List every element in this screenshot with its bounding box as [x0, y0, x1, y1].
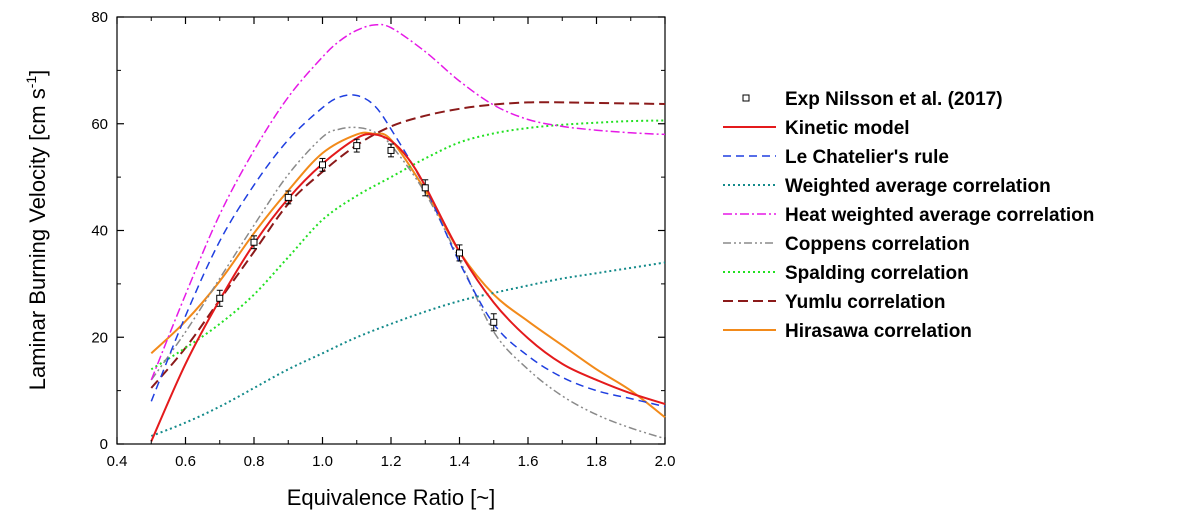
series-line	[150, 133, 666, 442]
x-tick-label: 1.2	[381, 453, 402, 470]
series-line	[150, 131, 666, 419]
legend-label: Exp Nilsson et al. (2017)	[785, 89, 1003, 110]
experimental-point	[216, 294, 224, 302]
legend: Exp Nilsson et al. (2017) Kinetic model Le…	[723, 89, 1094, 342]
x-axis-title: Equivalence Ratio [~]	[287, 485, 496, 510]
legend-label: Le Chatelier's rule	[785, 147, 949, 168]
series-line	[150, 23, 666, 381]
y-tick-label: 60	[91, 116, 108, 133]
legend-label: Spalding correlation	[785, 263, 969, 284]
experimental-point	[387, 146, 395, 154]
y-tick-label: 40	[91, 223, 108, 240]
experimental-point	[284, 193, 292, 201]
experimental-point	[421, 184, 429, 192]
x-tick-label: 1.6	[518, 453, 539, 470]
y-axis-title: Laminar Burning Velocity [cm s-1]	[23, 70, 50, 391]
plot-frame	[116, 16, 666, 445]
experimental-point	[319, 161, 326, 169]
series-line	[150, 94, 666, 408]
experimental-point	[490, 318, 498, 326]
x-tick-label: 1.4	[449, 453, 470, 470]
legend-label: Heat weighted average correlation	[785, 205, 1094, 226]
y-axis-title-tail: ]	[25, 70, 50, 76]
y-axis-title-superscript: -1	[23, 76, 39, 89]
experimental-point	[456, 249, 463, 257]
y-tick-label: 0	[100, 436, 108, 453]
x-tick-label: 1.8	[586, 453, 607, 470]
x-tick-label: 2.0	[655, 453, 676, 470]
y-tick-label: 80	[91, 9, 108, 26]
axis-ticks: 0.4 0.6 0.8 1.0 1.2 1.4 1.6 1.8 2.0 0 20 40 60 80	[91, 9, 675, 470]
y-axis-title-main: Laminar Burning Velocity [cm s	[25, 88, 50, 390]
x-tick-label: 0.6	[175, 453, 196, 470]
legend-label: Kinetic model	[785, 118, 910, 139]
experimental-point	[250, 238, 258, 246]
legend-label: Weighted average correlation	[785, 176, 1051, 197]
legend-label: Coppens correlation	[785, 234, 970, 255]
y-tick-label: 20	[91, 329, 108, 346]
experimental-point	[353, 142, 361, 150]
legend-label: Yumlu correlation	[785, 292, 945, 313]
x-tick-label: 0.4	[107, 453, 128, 470]
series-line	[150, 101, 666, 389]
plot-area	[150, 23, 666, 442]
legend-marker-experimental	[742, 94, 750, 102]
series-line	[150, 126, 666, 440]
legend-label: Hirasawa correlation	[785, 321, 972, 342]
x-tick-label: 0.8	[244, 453, 265, 470]
x-tick-label: 1.0	[312, 453, 333, 470]
